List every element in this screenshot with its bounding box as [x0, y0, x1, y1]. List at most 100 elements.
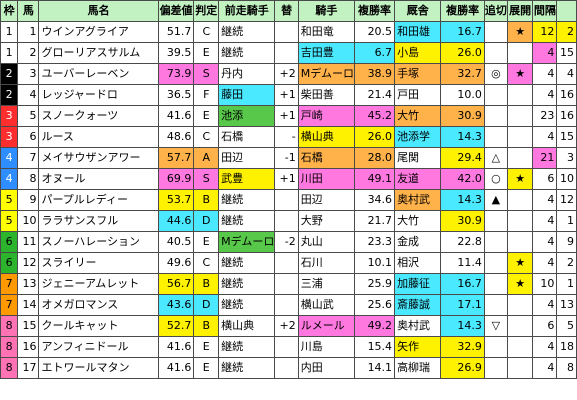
- cell-tenkai: ★: [506, 21, 534, 43]
- cell-kankaku: 12: [532, 21, 558, 43]
- cell-uma: 14: [17, 294, 40, 316]
- cell-kae: [274, 357, 299, 379]
- cell-jockey: Mデムーロ: [297, 63, 356, 85]
- cell-jockey-rate: 14.1: [354, 357, 396, 379]
- cell-jockey-rate: 25.9: [354, 273, 396, 295]
- cell-horse-name: スノークォーツ: [38, 105, 159, 127]
- cell-last: 2: [556, 21, 577, 43]
- cell-hantei: C: [193, 126, 220, 148]
- cell-stable: 加藤征: [394, 273, 442, 295]
- cell-hantei: E: [193, 42, 220, 64]
- table-row: 3 5 スノークォーツ 41.6 E 池添 +1 戸崎 45.2 大竹 30.9 23 16: [0, 105, 577, 127]
- cell-oikiri: [483, 294, 508, 316]
- cell-jockey: 戸崎: [297, 105, 356, 127]
- cell-kankaku: 4: [532, 42, 558, 64]
- cell-last: 15: [556, 42, 577, 64]
- cell-kae: [274, 336, 299, 358]
- cell-stable-rate: 22.8: [440, 231, 485, 253]
- table-row: 1 2 グローリアスサルム 39.5 E 継続 吉田豊 6.7 小島 26.0 4 15: [0, 42, 577, 64]
- cell-tenkai: [506, 147, 534, 169]
- cell-stable-rate: 14.3: [440, 315, 485, 337]
- cell-last: 13: [556, 294, 577, 316]
- cell-kae: +2: [274, 315, 299, 337]
- cell-kae: -1: [274, 147, 299, 169]
- cell-last: 12: [556, 189, 577, 211]
- cell-uma: 6: [17, 126, 40, 148]
- header-stable-rate: 複勝率: [440, 0, 485, 22]
- cell-waku: 1: [0, 21, 19, 43]
- cell-uma: 12: [17, 252, 40, 274]
- header-jockey-rate: 複勝率: [354, 0, 396, 22]
- cell-tenkai: ★: [506, 273, 534, 295]
- cell-stable: 奥村武: [394, 189, 442, 211]
- cell-zenso-jockey: 継続: [218, 42, 276, 64]
- cell-jockey-rate: 21.4: [354, 84, 396, 106]
- cell-tenkai: [506, 357, 534, 379]
- cell-kankaku: 4: [532, 210, 558, 232]
- cell-kae: [274, 42, 299, 64]
- cell-stable: 奥村武: [394, 315, 442, 337]
- cell-zenso-jockey: 丹内: [218, 63, 276, 85]
- cell-jockey: 田辺: [297, 189, 356, 211]
- cell-stable-rate: 32.9: [440, 336, 485, 358]
- cell-hensa: 41.6: [157, 336, 195, 358]
- cell-horse-name: エトワールマタン: [38, 357, 159, 379]
- cell-stable: 大竹: [394, 105, 442, 127]
- cell-waku: 5: [0, 189, 19, 211]
- cell-stable-rate: 16.7: [440, 21, 485, 43]
- cell-zenso-jockey: 継続: [218, 357, 276, 379]
- cell-kankaku: 6: [532, 315, 558, 337]
- cell-kankaku: 4: [532, 252, 558, 274]
- cell-hensa: 49.6: [157, 252, 195, 274]
- cell-uma: 2: [17, 42, 40, 64]
- cell-jockey-rate: 15.4: [354, 336, 396, 358]
- header-name: 馬名: [38, 0, 159, 22]
- cell-stable-rate: 26.0: [440, 42, 485, 64]
- cell-jockey: 大野: [297, 210, 356, 232]
- cell-kae: [274, 294, 299, 316]
- cell-hensa: 44.6: [157, 210, 195, 232]
- cell-hensa: 39.5: [157, 42, 195, 64]
- cell-stable-rate: 10.0: [440, 84, 485, 106]
- cell-waku: 3: [0, 126, 19, 148]
- cell-jockey-rate: 45.2: [354, 105, 396, 127]
- header-jockey: 騎手: [297, 0, 356, 22]
- cell-horse-name: ウインアグライア: [38, 21, 159, 43]
- cell-uma: 17: [17, 357, 40, 379]
- cell-stable-rate: 26.9: [440, 357, 485, 379]
- horse-table: 枠 馬 馬名 偏差値 判定 前走騎手 替 騎手 複勝率 厩舎 複勝率 追切 展開…: [0, 0, 577, 379]
- table-row: 2 4 レッジャードロ 36.5 F 藤田 +1 柴田善 21.4 戸田 10.0 4 16: [0, 84, 577, 106]
- cell-stable: 大竹: [394, 210, 442, 232]
- cell-hantei: S: [193, 63, 220, 85]
- cell-jockey: 石橋: [297, 147, 356, 169]
- cell-oikiri: [483, 357, 508, 379]
- cell-hensa: 36.5: [157, 84, 195, 106]
- cell-oikiri: [483, 126, 508, 148]
- cell-tenkai: [506, 231, 534, 253]
- cell-waku: 8: [0, 357, 19, 379]
- cell-tenkai: [506, 105, 534, 127]
- cell-kankaku: 4: [532, 126, 558, 148]
- cell-hantei: E: [193, 105, 220, 127]
- cell-kankaku: 21: [532, 147, 558, 169]
- cell-horse-name: ルース: [38, 126, 159, 148]
- cell-stable: 和田雄: [394, 21, 442, 43]
- cell-oikiri: ◎: [483, 63, 508, 85]
- table-row: 7 13 ジェニーアムレット 56.7 B 継続 三浦 25.9 加藤征 16.7 ★ 10 1: [0, 273, 577, 295]
- cell-zenso-jockey: 継続: [218, 294, 276, 316]
- cell-jockey-rate: 28.0: [354, 147, 396, 169]
- cell-uma: 5: [17, 105, 40, 127]
- cell-waku: 2: [0, 84, 19, 106]
- cell-jockey-rate: 34.6: [354, 189, 396, 211]
- cell-oikiri: [483, 42, 508, 64]
- cell-jockey-rate: 10.1: [354, 252, 396, 274]
- cell-horse-name: スライリー: [38, 252, 159, 274]
- cell-hantei: B: [193, 315, 220, 337]
- cell-zenso-jockey: 池添: [218, 105, 276, 127]
- cell-uma: 3: [17, 63, 40, 85]
- cell-jockey: 横山武: [297, 294, 356, 316]
- cell-zenso-jockey: 継続: [218, 336, 276, 358]
- cell-hantei: C: [193, 252, 220, 274]
- header-kankaku: 間隔: [532, 0, 558, 22]
- header-hensa: 偏差値: [157, 0, 195, 22]
